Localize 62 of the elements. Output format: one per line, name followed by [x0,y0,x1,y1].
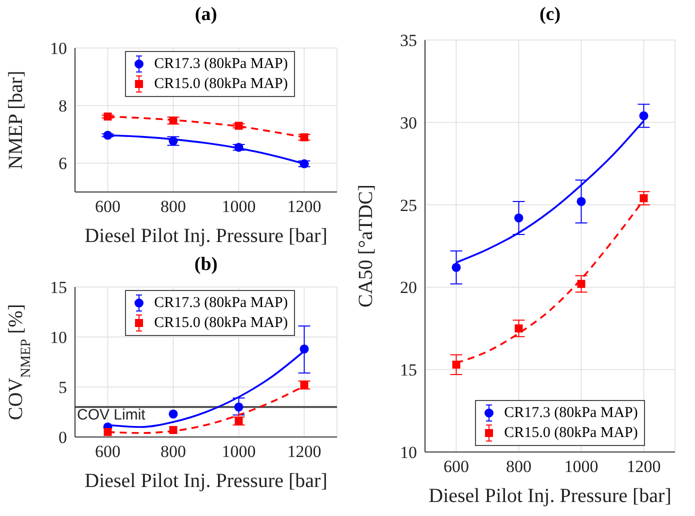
point [300,133,308,142]
x-tick-label: 600 [95,197,120,216]
y-tick-label: 5 [58,378,67,398]
y-tick-label: 10 [50,328,67,348]
y-tick-label: 20 [400,278,417,298]
point [639,111,648,120]
x-axis-title: Diesel Pilot Inj. Pressure [bar] [428,485,672,507]
legend-label: CR15.0 (80kPa MAP) [154,314,288,332]
point [300,344,309,354]
chart-title: (b) [193,254,219,276]
point [640,194,648,202]
y-axis-title: CA50 [°aTDC] [355,184,377,308]
point [104,112,112,121]
x-axis-title: Diesel Pilot Inj. Pressure [bar] [84,470,328,492]
chart-title: (a) [194,4,218,26]
point [514,324,523,332]
y-axis-title: NMEP [bar] [5,70,27,170]
y-tick-label: 25 [400,196,417,215]
point [576,197,586,206]
point [234,417,243,425]
point [234,142,244,152]
point [169,116,178,125]
legend-label: CR17.3 (80kPa MAP) [504,404,638,422]
point [300,159,309,168]
y-tick-label: 6 [58,154,67,174]
point [452,262,461,272]
x-tick-label: 800 [160,442,186,462]
point [104,428,112,436]
y-tick-label: 8 [58,96,67,116]
x-tick-label: 1200 [287,442,322,462]
y-tick-label: 15 [50,278,67,298]
legend-label: CR15.0 (80kPa MAP) [504,424,638,442]
x-tick-label: 1000 [222,197,256,216]
chart-title: (c) [538,4,562,26]
x-tick-label: 800 [506,457,532,476]
x-tick-label: 1200 [287,197,322,216]
legend-label: CR17.3 (80kPa MAP) [154,294,288,312]
legend-label: CR17.3 (80kPa MAP) [154,56,288,72]
y-tick-label: 10 [400,443,417,462]
point [514,213,524,222]
x-tick-label: 800 [160,197,186,216]
x-tick-label: 600 [444,457,469,476]
x-tick-label: 1000 [564,457,598,476]
y-tick-label: 35 [400,31,417,50]
point [452,360,460,369]
y-tick-label: 15 [400,360,417,380]
y-tick-label: 10 [50,39,67,58]
x-tick-label: 1200 [626,457,661,476]
point [169,426,178,434]
point [300,381,308,389]
point [168,409,178,419]
x-axis-title: Diesel Pilot Inj. Pressure [bar] [84,225,328,247]
point [234,402,244,412]
x-tick-label: 1000 [222,442,256,462]
y-tick-label: 0 [58,428,67,448]
ref-line-label: COV Limit [77,406,146,424]
y-tick-label: 30 [400,113,417,132]
legend-label: CR15.0 (80kPa MAP) [154,76,288,92]
x-tick-label: 600 [95,442,120,462]
point [103,130,112,140]
point [577,280,586,288]
point [234,122,243,130]
